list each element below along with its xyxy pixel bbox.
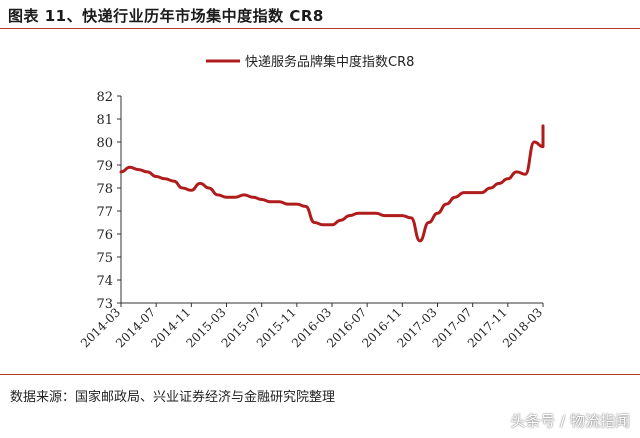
y-axis: 73 74 75 76 77 78 79 80 81 82 bbox=[96, 90, 122, 312]
x-axis: 2014-032014-072014-112015-032015-072015-… bbox=[78, 302, 545, 350]
legend-label: 快递服务品牌集中度指数CR8 bbox=[245, 54, 414, 70]
y-tick-label: 79 bbox=[96, 159, 113, 174]
plot-area bbox=[119, 124, 545, 243]
figure-title: 图表 11、快递行业历年市场集中度指数 CR8 bbox=[8, 7, 324, 25]
y-tick-label: 80 bbox=[96, 136, 113, 151]
title-divider bbox=[0, 28, 640, 29]
y-tick-label: 77 bbox=[96, 205, 113, 220]
line-chart: 快递服务品牌集中度指数CR8 73 74 75 76 77 78 79 80 81 82 2014… bbox=[78, 54, 545, 350]
source-note: 数据来源：国家邮政局、兴业证券经济与金融研究院整理 bbox=[10, 390, 336, 405]
y-tick-label: 81 bbox=[96, 113, 113, 128]
y-tick-label: 82 bbox=[96, 90, 113, 105]
series-line bbox=[119, 124, 545, 243]
y-tick-label: 74 bbox=[96, 274, 113, 289]
footer-divider bbox=[0, 374, 640, 375]
y-tick-label: 75 bbox=[96, 251, 113, 266]
y-tick-label: 78 bbox=[96, 182, 113, 197]
watermark: 头条号 / 物流指闻 bbox=[510, 412, 630, 430]
chart-legend: 快递服务品牌集中度指数CR8 bbox=[206, 54, 414, 70]
y-tick-label: 73 bbox=[96, 297, 113, 312]
y-tick-label: 76 bbox=[96, 228, 113, 243]
